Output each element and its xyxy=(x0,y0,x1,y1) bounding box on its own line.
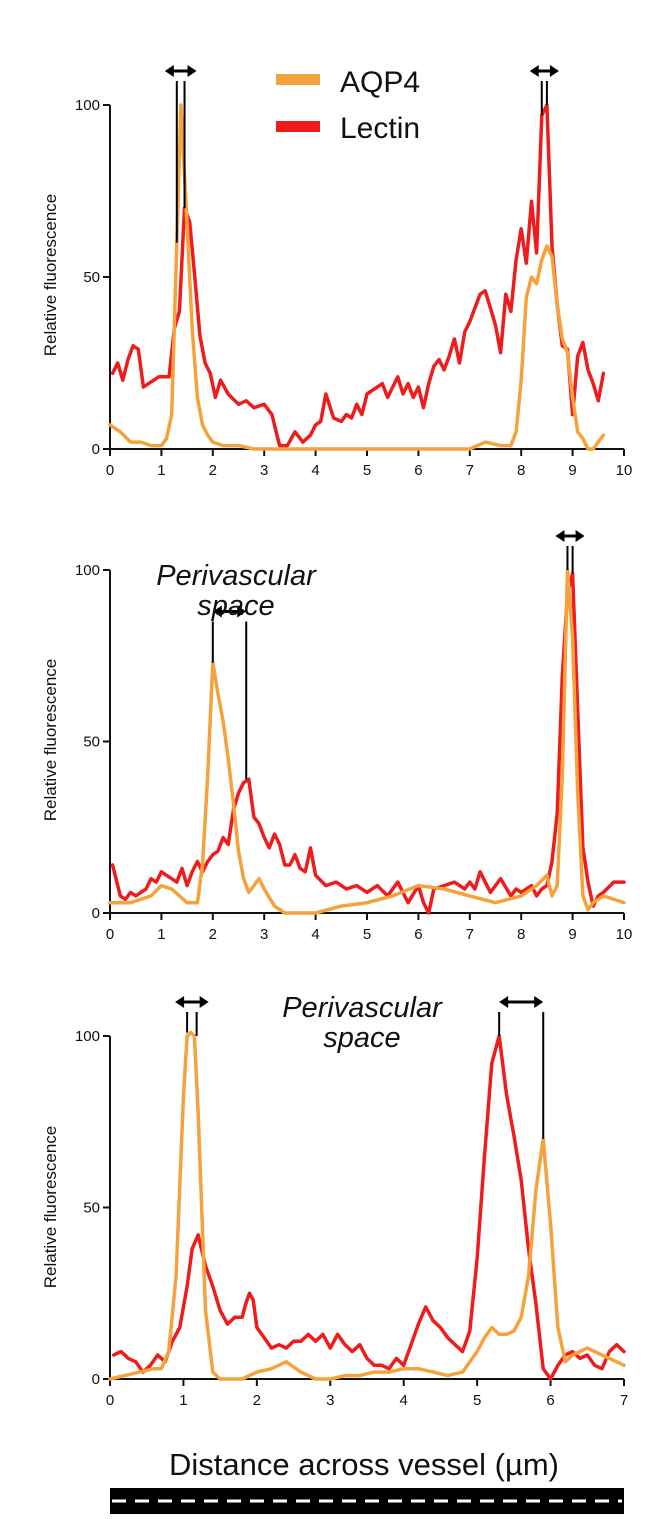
x-tick-label: 2 xyxy=(253,1392,261,1409)
gap-marker xyxy=(555,530,584,573)
panel-3: Relative fluorescence 0 50 100 0 1 2 3 4 5 6 7 Peri… xyxy=(41,992,628,1409)
y-tick-label: 50 xyxy=(83,1200,100,1217)
x-tick-label: 5 xyxy=(473,1392,481,1409)
x-tick-label: 4 xyxy=(311,462,319,479)
legend-label-lectin: Lectin xyxy=(340,112,420,145)
x-tick-label: 1 xyxy=(157,926,165,943)
y-axis-label: Relative fluorescence xyxy=(41,659,60,822)
series-line-lectin xyxy=(113,573,624,913)
perivascular-annotation: Perivascular space xyxy=(156,560,317,622)
panel-2: Relative fluorescence 0 50 100 0 1 2 3 4 5 6 7 8 9 10… xyxy=(41,530,632,943)
y-tick-label: 100 xyxy=(75,562,100,579)
x-tick-label: 8 xyxy=(517,926,525,943)
x-tick-label: 6 xyxy=(414,926,422,943)
x-tick-label: 1 xyxy=(179,1392,187,1409)
x-tick-label: 5 xyxy=(363,926,371,943)
gap-marker xyxy=(499,996,543,1139)
x-tick-label: 2 xyxy=(209,462,217,479)
x-tick-label: 0 xyxy=(106,1392,114,1409)
y-tick-label: 50 xyxy=(83,269,100,286)
y-tick-label: 100 xyxy=(75,1028,100,1045)
y-tick-label: 100 xyxy=(75,97,100,114)
gap-arrow-head-right xyxy=(576,530,585,542)
gap-arrow-head-right xyxy=(534,996,543,1008)
gap-marker xyxy=(175,996,209,1036)
x-tick-label: 9 xyxy=(568,926,576,943)
gap-arrow-head-left xyxy=(530,65,539,77)
x-tick-label: 10 xyxy=(616,462,633,479)
gap-arrow-head-left xyxy=(555,530,564,542)
y-tick-label: 50 xyxy=(83,734,100,751)
gap-arrow-head-right xyxy=(188,65,197,77)
gap-arrow-head-left xyxy=(499,996,508,1008)
y-axis-label: Relative fluorescence xyxy=(41,194,60,357)
gap-arrow-head-right xyxy=(200,996,209,1008)
x-tick-label: 0 xyxy=(106,462,114,479)
y-tick-label: 0 xyxy=(92,1371,100,1388)
y-axis-label: Relative fluorescence xyxy=(41,1126,60,1289)
gap-arrow-head-left xyxy=(165,65,174,77)
x-tick-label: 7 xyxy=(466,926,474,943)
legend: AQP4 Lectin xyxy=(276,66,420,145)
x-tick-label: 0 xyxy=(106,926,114,943)
legend-swatch-lectin xyxy=(276,121,320,132)
legend-label-aqp4: AQP4 xyxy=(340,66,420,99)
x-tick-label: 1 xyxy=(157,462,165,479)
x-tick-label: 8 xyxy=(517,462,525,479)
y-tick-label: 0 xyxy=(92,441,100,458)
x-tick-label: 6 xyxy=(414,462,422,479)
y-tick-label: 0 xyxy=(92,905,100,922)
vessel-bar xyxy=(110,1488,624,1514)
x-tick-label: 2 xyxy=(209,926,217,943)
x-tick-label: 3 xyxy=(326,1392,334,1409)
x-tick-label: 7 xyxy=(620,1392,628,1409)
x-tick-label: 5 xyxy=(363,462,371,479)
legend-swatch-aqp4 xyxy=(276,74,320,85)
panel-1: Relative fluorescence 0 50 100 0 1 2 3 4 5 6 7 8 9 10 xyxy=(41,65,632,479)
x-tick-label: 7 xyxy=(466,462,474,479)
x-tick-label: 9 xyxy=(568,462,576,479)
x-tick-label: 10 xyxy=(616,926,633,943)
x-axis-title: Distance across vessel (µm) xyxy=(169,1447,559,1482)
series-line-aqp4 xyxy=(110,570,624,913)
x-tick-label: 3 xyxy=(260,462,268,479)
perivascular-annotation: Perivascular space xyxy=(282,992,443,1054)
x-tick-label: 3 xyxy=(260,926,268,943)
gap-arrow-head-right xyxy=(550,65,559,77)
series-line-lectin xyxy=(113,105,604,446)
series-line-aqp4 xyxy=(110,1033,624,1379)
x-tick-label: 4 xyxy=(400,1392,408,1409)
x-tick-label: 6 xyxy=(546,1392,554,1409)
gap-arrow-head-left xyxy=(175,996,184,1008)
x-tick-label: 4 xyxy=(311,926,319,943)
